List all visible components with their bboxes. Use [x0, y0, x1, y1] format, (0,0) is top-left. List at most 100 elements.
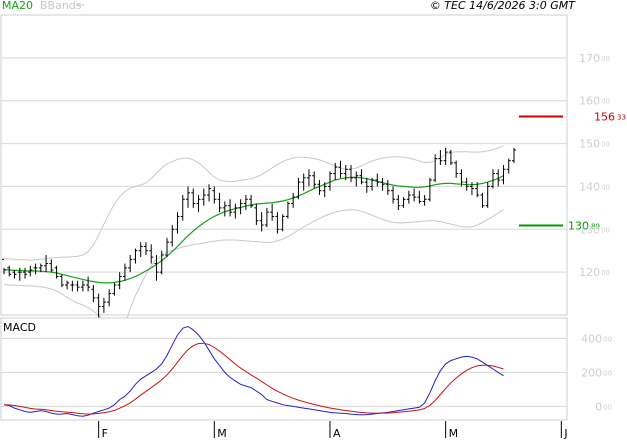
ohlc-bar [264, 207, 269, 228]
ohlc-bar [475, 182, 480, 198]
ohlc-bar [459, 169, 464, 187]
y-tick-label-decimals: 00 [601, 98, 610, 106]
ohlc-bar [233, 203, 238, 219]
ohlc-bar [312, 171, 317, 189]
price-bars [2, 147, 516, 328]
ohlc-bar [12, 270, 17, 279]
ohlc-bar [91, 285, 96, 303]
ohlc-bar [196, 195, 201, 213]
ohlc-bar [7, 265, 12, 277]
ohlc-bar [306, 169, 311, 187]
ohlc-bar [2, 258, 6, 275]
y-tick-label-decimals: 00 [601, 183, 610, 191]
ohlc-bar [191, 188, 196, 208]
ohlc-bar [359, 169, 364, 185]
ohlc-bar [438, 150, 443, 165]
ohlc-bar [291, 192, 296, 208]
ohlc-bar [391, 186, 396, 204]
ohlc-bar [333, 162, 338, 180]
month-label: M [449, 427, 459, 440]
ohlc-bar [33, 263, 38, 275]
resistance-label-decimals: 33 [617, 113, 626, 121]
ohlc-bar [149, 244, 154, 264]
ohlc-bar [122, 263, 127, 281]
ohlc-bar [422, 195, 427, 206]
copyright-timestamp: © TEC 14/6/2026 3:0 GMT [430, 0, 576, 12]
ohlc-bar [375, 173, 380, 187]
ohlc-bar [338, 160, 343, 178]
ohlc-bar [285, 201, 290, 219]
ohlc-bar [496, 169, 501, 187]
ohlc-bar [380, 177, 385, 191]
ohlc-bar [280, 214, 285, 232]
ohlc-bar [254, 203, 259, 225]
ohlc-bar [296, 177, 301, 200]
ohlc-bar [212, 186, 217, 204]
ohlc-bar [448, 150, 453, 165]
ohlc-bar [349, 165, 354, 183]
price-axis: 12000 13000 14000 15000 16000 17000 [579, 52, 610, 279]
ohlc-bar [65, 280, 70, 290]
ohlc-bar [317, 180, 322, 195]
ohlc-bar [501, 165, 506, 185]
ohlc-bar [322, 182, 327, 198]
ohlc-bar [417, 190, 422, 204]
ohlc-bar [406, 190, 411, 204]
ohlc-bar [201, 188, 206, 206]
ohlc-bar [443, 147, 448, 165]
macd-tick-label-decimals: 00 [603, 335, 612, 343]
ohlc-bar [117, 272, 122, 290]
ma20-path [3, 175, 504, 284]
ohlc-bar [506, 158, 511, 174]
ohlc-bar [259, 212, 264, 232]
macd-tick-label: 000 [595, 400, 612, 413]
ohlc-bar [128, 255, 133, 273]
month-label: M [217, 427, 227, 440]
ohlc-bar [86, 276, 91, 292]
y-tick-label: 13000 [579, 223, 610, 236]
ohlc-bar [222, 201, 227, 217]
ohlc-bar [133, 248, 138, 264]
ohlc-bar [59, 274, 64, 288]
ohlc-bar [396, 195, 401, 210]
ohlc-bar [217, 192, 222, 213]
y-tick-label: 17000 [579, 52, 610, 65]
ohlc-bar [490, 169, 495, 189]
ohlc-bar [433, 154, 438, 183]
ohlc-bar [243, 195, 248, 210]
month-label: A [333, 427, 341, 440]
bollinger-bands [3, 145, 504, 338]
ohlc-bar [28, 265, 33, 277]
ohlc-bar [112, 282, 117, 296]
ohlc-bar [44, 255, 49, 273]
ohlc-bar [469, 182, 474, 195]
macd-tick-label: 20000 [581, 366, 612, 379]
month-label: F [102, 427, 108, 440]
macd-tick-label-decimals: 00 [603, 369, 612, 377]
support-label: 130 89 [568, 219, 600, 232]
signal-line [3, 342, 504, 415]
macd-tick-label-decimals: 00 [603, 403, 612, 411]
ohlc-bar [143, 242, 148, 255]
ohlc-bar [101, 297, 106, 313]
ohlc-bar [186, 186, 191, 208]
ohlc-bar [512, 147, 516, 163]
ohlc-bar [80, 280, 85, 292]
y-tick-label: 16000 [579, 95, 610, 108]
ohlc-bar [370, 177, 375, 191]
ohlc-bar [180, 195, 185, 221]
macd-axis: 000 20000 40000 [581, 332, 612, 413]
macd-title: MACD [3, 321, 36, 334]
ohlc-bar [154, 255, 159, 281]
ohlc-bar [170, 225, 175, 247]
price-grid [1, 57, 567, 273]
ohlc-bar [354, 171, 359, 187]
ohlc-bar [427, 177, 432, 202]
ohlc-bar [23, 267, 28, 279]
ohlc-bar [75, 280, 80, 292]
ohlc-bar [275, 212, 280, 234]
y-tick-label: 14000 [579, 180, 610, 193]
macd-grid [1, 337, 567, 407]
